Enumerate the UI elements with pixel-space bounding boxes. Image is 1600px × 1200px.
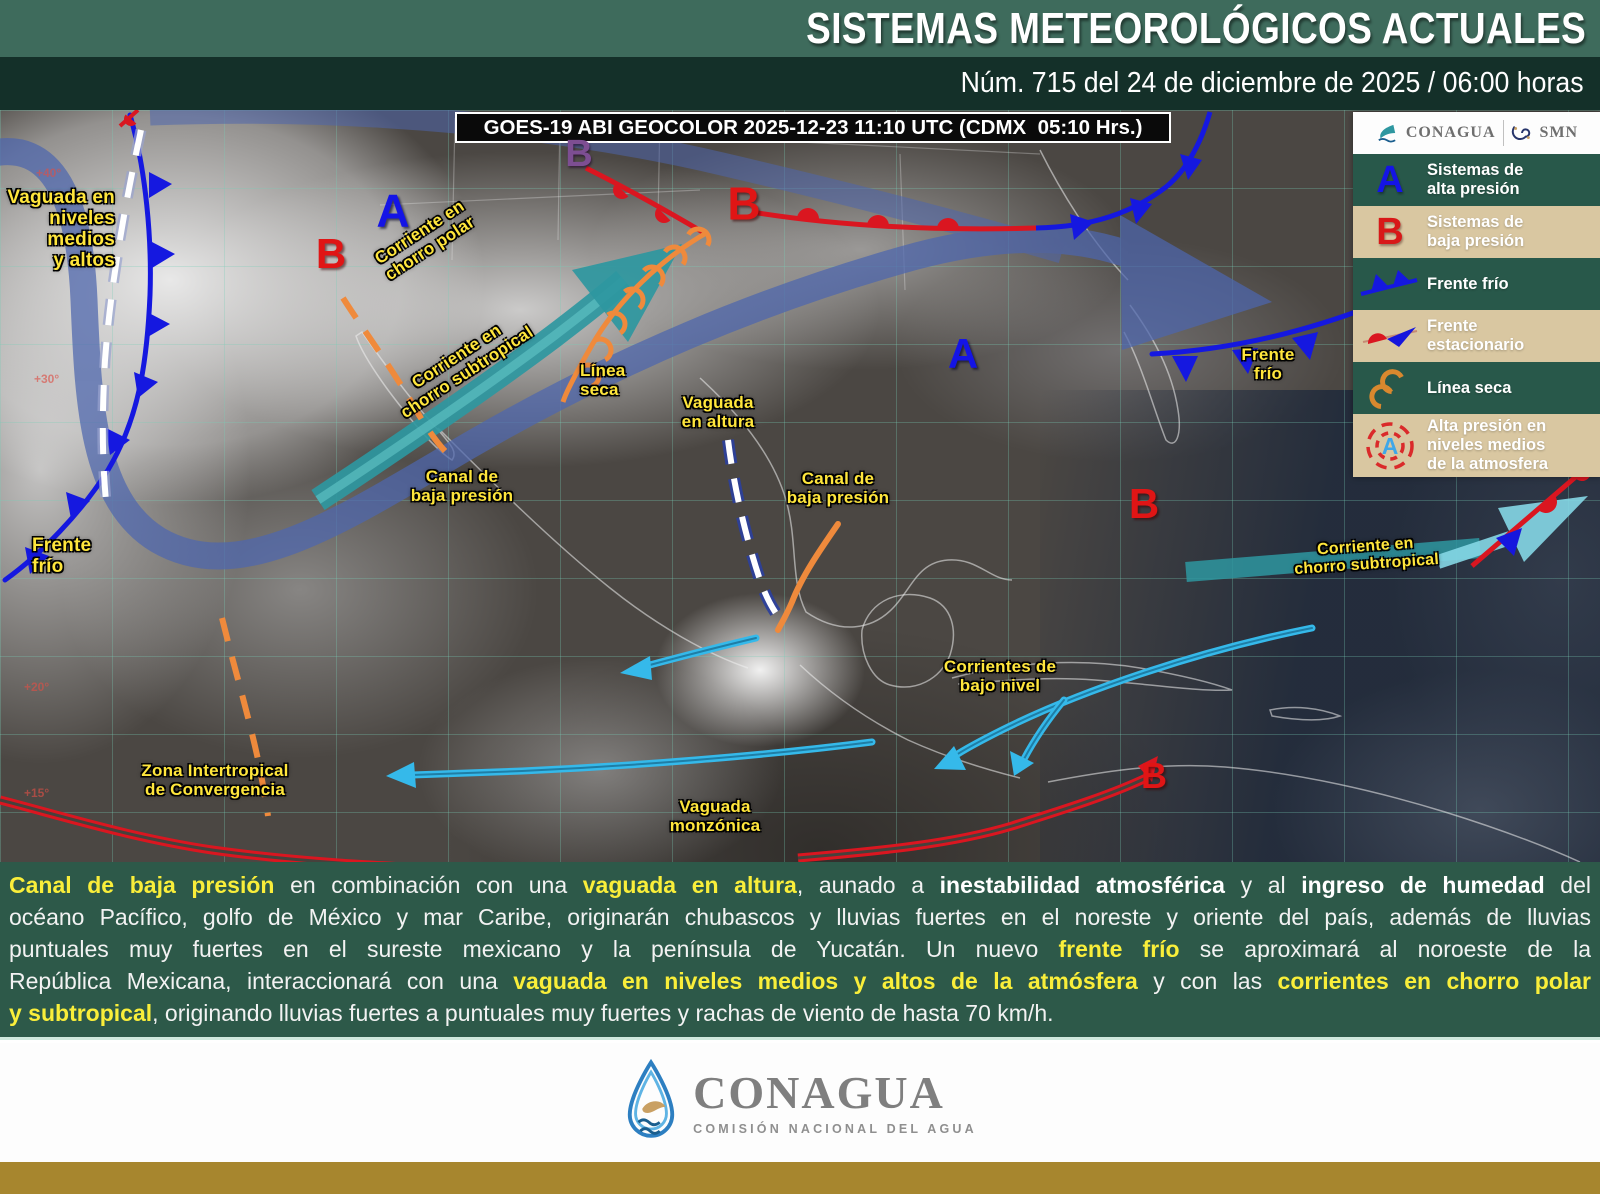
summary-line: océano Pacífico, golfo de México y mar C…: [9, 902, 1591, 934]
map-label-zona-intertropical: Zona Intertropical de Convergencia: [141, 761, 289, 799]
legend-org-smn: SMN: [1539, 124, 1579, 141]
mid-level-high-icon: A: [1366, 421, 1414, 470]
legend-panel: CONAGUA SMN A Sistemas de alta presión B Sis…: [1353, 112, 1600, 477]
map-label-canal-baja-presion-2: Canal de baja presión: [786, 469, 890, 507]
pressure-marker-a-blue: A: [376, 184, 410, 237]
legend-item-dry-line: Línea seca: [1353, 362, 1600, 414]
summary-segment: y al: [1224, 872, 1302, 898]
summary-segment: del: [1544, 872, 1591, 898]
map-label-corrientes-bajo-nivel: Corrientes de bajo nivel: [943, 657, 1057, 695]
map-label-vaguada-monzonica: Vaguada monzónica: [669, 797, 761, 835]
summary-highlight: frente frío: [1058, 936, 1180, 962]
summary-line: República Mexicana, interaccionará con u…: [9, 966, 1591, 998]
summary-line: Canal de baja presión en combinación con…: [9, 870, 1591, 902]
cold-front-icon: [1360, 270, 1418, 296]
pressure-marker-b-red: B: [727, 177, 761, 230]
legend-item-label: Sistemas de baja presión: [1427, 213, 1525, 250]
summary-line: y subtropical, originando lluvias fuerte…: [9, 998, 1591, 1030]
header-bar: SISTEMAS METEOROLÓGICOS ACTUALES: [0, 0, 1600, 57]
summary-segment: , originando lluvias fuertes a puntuales…: [152, 1000, 1054, 1026]
map-label-linea-seca: Línea seca: [580, 361, 626, 399]
summary-segment: y con las: [1137, 968, 1278, 994]
high-pressure-symbol: A: [1376, 159, 1404, 201]
low-pressure-symbol: B: [1376, 211, 1404, 253]
legend-icon-cell: A: [1353, 161, 1427, 199]
legend-item-b: B Sistemas de baja presión: [1353, 206, 1600, 258]
summary-line: puntuales muy fuertes en el sureste mexi…: [9, 934, 1591, 966]
summary-highlight: corrientes en chorro polar: [1277, 968, 1591, 994]
smn-mini-logo-icon: [1511, 125, 1530, 141]
summary-segment: océano Pacífico, golfo de México y mar C…: [9, 904, 1591, 930]
conagua-logo-icon: [627, 1058, 675, 1138]
page-title: SISTEMAS METEOROLÓGICOS ACTUALES: [806, 3, 1587, 53]
legend-divider: [1502, 120, 1504, 146]
summary-segment: en combinación con una: [274, 872, 583, 898]
svg-text:A: A: [1382, 433, 1399, 459]
legend-icon-cell: B: [1353, 213, 1427, 251]
map-label-vaguada-altura: Vaguada en altura: [681, 393, 755, 431]
summary-segment: puntuales muy fuertes en el sureste mexi…: [9, 936, 1059, 962]
summary-segment: , aunado a: [796, 872, 940, 898]
summary-segment: se aproximará al noroeste de la: [1179, 936, 1591, 962]
summary-highlight: vaguada en altura: [582, 872, 797, 898]
footer-logo-text-block: CONAGUA COMISIÓN NACIONAL DEL AGUA: [693, 1066, 977, 1136]
legend-item-label: Frente estacionario: [1427, 317, 1525, 354]
legend-item-a: A Sistemas de alta presión: [1353, 154, 1600, 206]
stationary-front-icon: [1362, 327, 1418, 347]
summary-segment: República Mexicana, interaccionará con u…: [9, 968, 514, 994]
legend-item-label: Alta presión en niveles medios de la atmos…: [1427, 417, 1549, 473]
map-label-frente-frio-oeste: Frente frío: [32, 535, 92, 577]
legend-org-conagua: CONAGUA: [1405, 124, 1496, 141]
summary-highlight: ingreso de humedad: [1301, 872, 1545, 898]
conagua-mini-logo-icon: [1378, 124, 1396, 143]
gold-bar: [0, 1162, 1600, 1194]
dry-line-icon: [1369, 369, 1404, 410]
legend-items: A Sistemas de alta presión B Sistemas de baja…: [1353, 154, 1600, 477]
legend-icon-cell: [1353, 318, 1427, 354]
map-label-vaguada-nw: Vaguada en niveles medios y altos: [7, 187, 115, 271]
pressure-marker-b-purple: B: [565, 133, 593, 176]
legend-icon-cell: [1353, 269, 1427, 299]
map-label-frente-frio-este: Frente frío: [1241, 345, 1295, 383]
pressure-marker-b-red: B: [1141, 755, 1167, 797]
bulletin-number: Núm. 715 del 24 de diciembre de 2025 / 0…: [960, 67, 1584, 99]
legend-item-label: Línea seca: [1427, 378, 1512, 397]
latitude-label: +30°: [34, 372, 60, 386]
legend-icon-cell: [1353, 365, 1427, 411]
latitude-label: +40°: [36, 166, 62, 180]
latitude-label: +15°: [24, 786, 50, 800]
footer: CONAGUA COMISIÓN NACIONAL DEL AGUA: [0, 1043, 1600, 1162]
summary-panel: Canal de baja presión en combinación con…: [0, 862, 1600, 1040]
summary-text: Canal de baja presión en combinación con…: [9, 870, 1591, 1030]
summary-highlight: y subtropical: [9, 1000, 153, 1026]
latitude-label: +20°: [24, 680, 50, 694]
pressure-marker-b-red: B: [315, 229, 347, 277]
satellite-caption: GOES-19 ABI GEOCOLOR 2025-12-23 11:10 UT…: [455, 112, 1171, 143]
footer-logo-text: CONAGUA: [693, 1066, 945, 1118]
footer-logo-subtext: COMISIÓN NACIONAL DEL AGUA: [693, 1121, 977, 1136]
legend-icon-cell: A: [1353, 420, 1427, 472]
legend-item-high-pressure-mid: A Alta presión en niveles medios de la atmo…: [1353, 414, 1600, 477]
map-label-canal-baja-presion-1: Canal de baja presión: [410, 467, 514, 505]
summary-highlight: inestabilidad atmosférica: [939, 872, 1225, 898]
pressure-marker-a-blue: A: [947, 329, 979, 377]
summary-highlight: Canal de baja presión: [9, 872, 275, 898]
legend-item-label: Frente frío: [1427, 274, 1509, 293]
legend-item-label: Sistemas de alta presión: [1427, 161, 1524, 198]
legend-item-stationary-front: Frente estacionario: [1353, 310, 1600, 362]
legend-item-cold-front: Frente frío: [1353, 258, 1600, 310]
pressure-marker-b-red: B: [1128, 479, 1160, 527]
subheader-bar: Núm. 715 del 24 de diciembre de 2025 / 0…: [0, 57, 1600, 110]
legend-header: CONAGUA SMN: [1353, 112, 1600, 154]
summary-highlight: vaguada en niveles medios y altos de la …: [513, 968, 1138, 994]
weather-map: GOES-19 ABI GEOCOLOR 2025-12-23 11:10 UT…: [0, 110, 1600, 862]
